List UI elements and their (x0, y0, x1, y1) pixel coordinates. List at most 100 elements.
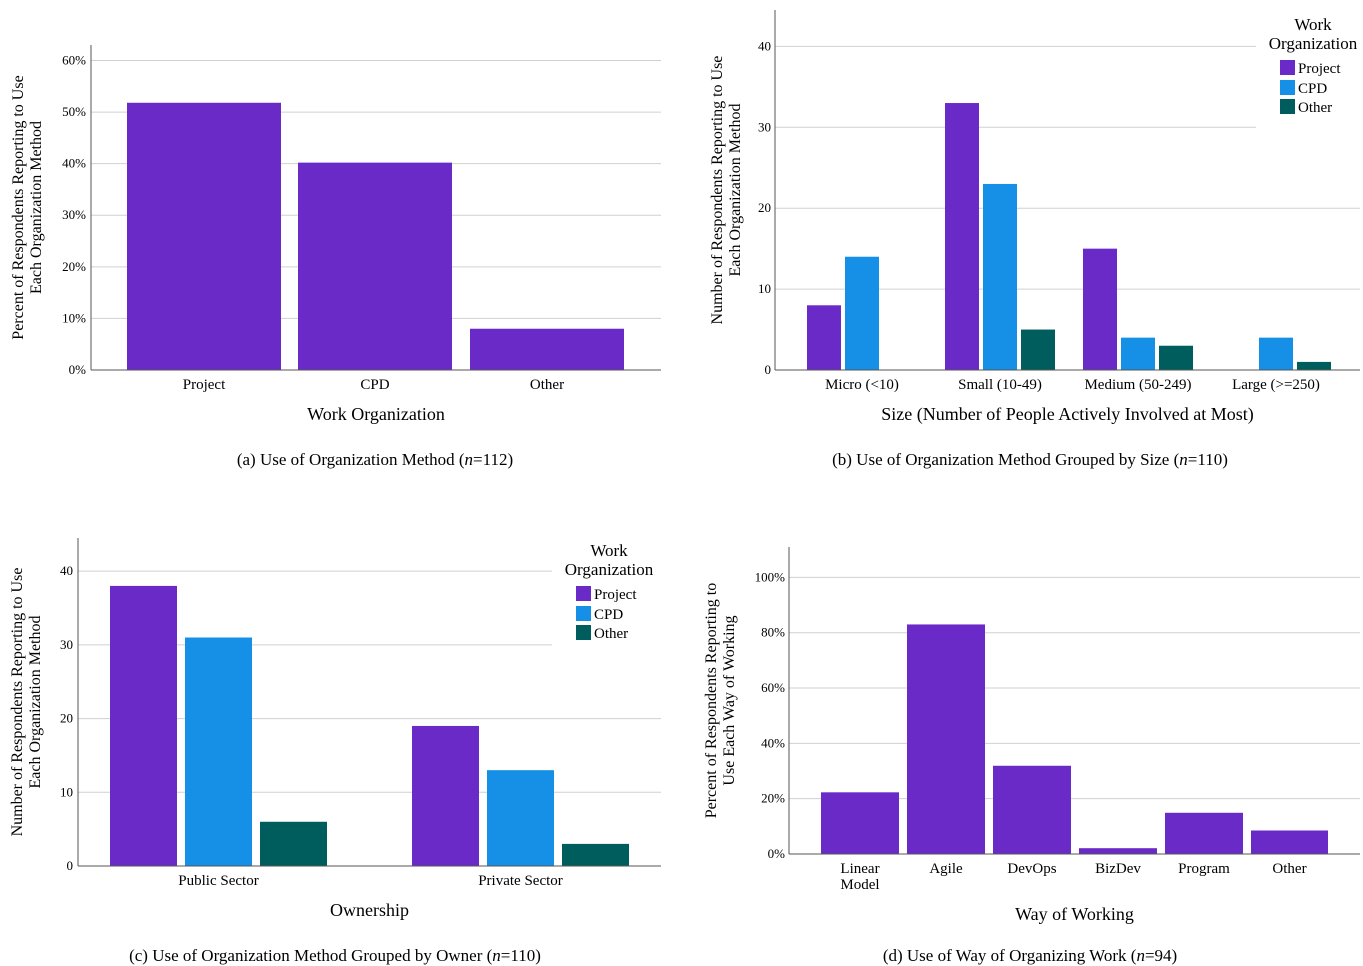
ytick-label-d-1: 20% (761, 791, 785, 806)
caption-a-suffix: =112) (473, 450, 514, 469)
xtick-label-b-2: Medium (50-249) (1084, 377, 1191, 393)
legend-label-b-cpd: CPD (1298, 81, 1327, 97)
legend-title-c-line0: Work (590, 541, 628, 560)
bar-b-cpd-2 (1121, 337, 1155, 370)
xtick-label-c-1: Private Sector (478, 873, 563, 889)
legend-label-b-other: Other (1298, 100, 1332, 116)
ytick-label-b-0: 0 (765, 362, 772, 377)
xtick-label-d-3: BizDev (1095, 861, 1141, 877)
xtick-label-d-4: Program (1178, 861, 1230, 877)
y-axis-label-c-line1: Each Organization Method (27, 616, 44, 789)
ytick-label-c-3: 30 (60, 637, 73, 652)
caption-b-suffix: =110) (1187, 450, 1228, 469)
legend-bg-c (552, 536, 662, 656)
ytick-label-d-2: 40% (761, 735, 785, 750)
y-axis-label-a-line1: Each Organization Method (28, 121, 45, 294)
x-axis-label-d: Way of Working (1015, 904, 1134, 924)
legend-swatch-c-other (576, 625, 591, 640)
caption-c-n: n (492, 946, 501, 965)
ytick-label-d-3: 60% (761, 680, 785, 695)
y-axis-label-b-line0: Number of Respondents Reporting to Use (709, 56, 726, 325)
caption-c-suffix: =110) (500, 946, 541, 965)
caption-a-n: n (464, 450, 474, 469)
bar-b-project-2 (1083, 248, 1117, 370)
caption-c: (c) Use of Organization Method Grouped b… (30, 946, 640, 966)
xtick-label-d-0-line1: Model (840, 877, 879, 893)
bar-b-project-1 (945, 103, 979, 371)
bar-c-project-1 (412, 725, 479, 866)
ytick-label-d-5: 100% (755, 569, 786, 584)
bar-b-cpd-1 (983, 183, 1017, 370)
bar-c-other-1 (562, 843, 629, 866)
ytick-label-a-2: 20% (62, 259, 86, 274)
xtick-label-a-0: Project (183, 377, 226, 393)
legend-swatch-c-cpd (576, 606, 591, 621)
caption-a: (a) Use of Organization Method (n=112) (90, 450, 660, 470)
legend-title-b-line0: Work (1294, 15, 1332, 34)
caption-b-n: n (1179, 450, 1188, 469)
ytick-label-a-1: 10% (62, 310, 86, 325)
xtick-label-b-3: Large (>=250) (1232, 377, 1320, 393)
legend-bg-b (1256, 10, 1363, 130)
y-axis-label-b-line1: Each Organization Method (727, 104, 744, 277)
caption-d-prefix: (d) Use of Way of Organizing Work ( (882, 946, 1137, 965)
bar-d-0 (821, 792, 899, 854)
legend-title-c-line1: Organization (565, 560, 654, 579)
legend-label-c-project: Project (594, 587, 637, 603)
ytick-label-d-4: 80% (761, 625, 785, 640)
bar-d-4 (1165, 812, 1243, 854)
xtick-label-d-0: Linear (840, 861, 879, 877)
legend-label-c-other: Other (594, 626, 628, 642)
legend-title-b-line1: Organization (1269, 34, 1358, 53)
ytick-label-a-3: 30% (62, 207, 86, 222)
ytick-label-c-0: 0 (67, 858, 74, 873)
x-axis-label-c: Ownership (330, 900, 409, 920)
bar-b-other-2 (1159, 345, 1193, 370)
legend-swatch-b-cpd (1280, 80, 1295, 95)
ytick-label-c-1: 10 (60, 784, 73, 799)
bar-b-cpd-3 (1259, 337, 1293, 370)
ytick-label-c-2: 20 (60, 711, 73, 726)
caption-c-prefix: (c) Use of Organization Method Grouped b… (129, 946, 493, 965)
xtick-label-b-0: Micro (<10) (825, 377, 899, 393)
y-axis-label-d-line0: Percent of Respondents Reporting to (703, 583, 720, 819)
ytick-label-a-4: 40% (62, 156, 86, 171)
caption-b-prefix: (b) Use of Organization Method Grouped b… (832, 450, 1180, 469)
bar-b-other-1 (1021, 329, 1055, 370)
y-axis-label-d-line1: Use Each Way of Working (721, 615, 738, 785)
ytick-label-d-0: 0% (768, 846, 786, 861)
bar-d-1 (907, 624, 985, 854)
caption-b: (b) Use of Organization Method Grouped b… (730, 450, 1330, 470)
ytick-label-c-4: 40 (60, 563, 73, 578)
bar-d-2 (993, 765, 1071, 854)
bar-a-1 (298, 162, 452, 370)
bar-b-project-0 (807, 305, 841, 370)
bar-a-2 (470, 328, 624, 370)
xtick-label-b-1: Small (10-49) (958, 377, 1042, 393)
caption-d: (d) Use of Way of Organizing Work (n=94) (780, 946, 1280, 966)
legend-swatch-b-project (1280, 60, 1295, 75)
xtick-label-d-5: Other (1272, 861, 1306, 877)
y-axis-label-c-line0: Number of Respondents Reporting to Use (9, 568, 26, 837)
y-axis-label-a-line0: Percent of Respondents Reporting to Use (10, 75, 27, 339)
bar-d-3 (1079, 848, 1157, 854)
bar-c-cpd-0 (185, 637, 252, 866)
xtick-label-d-1: Agile (929, 861, 963, 877)
bar-c-other-0 (260, 821, 327, 866)
bar-c-project-0 (110, 585, 177, 866)
xtick-label-a-1: CPD (360, 377, 389, 393)
ytick-label-b-1: 10 (758, 281, 771, 296)
ytick-label-b-3: 30 (758, 119, 771, 134)
legend-label-b-project: Project (1298, 61, 1341, 77)
legend-label-c-cpd: CPD (594, 607, 623, 623)
xtick-label-d-2: DevOps (1007, 861, 1056, 877)
bar-d-5 (1251, 830, 1328, 854)
bar-c-cpd-1 (487, 770, 554, 866)
legend-swatch-b-other (1280, 99, 1295, 114)
xtick-label-c-0: Public Sector (178, 873, 258, 889)
ytick-label-a-0: 0% (69, 362, 87, 377)
x-axis-label-a: Work Organization (307, 404, 445, 424)
caption-d-n: n (1136, 946, 1145, 965)
ytick-label-a-5: 50% (62, 104, 86, 119)
caption-a-prefix: (a) Use of Organization Method ( (236, 450, 465, 469)
